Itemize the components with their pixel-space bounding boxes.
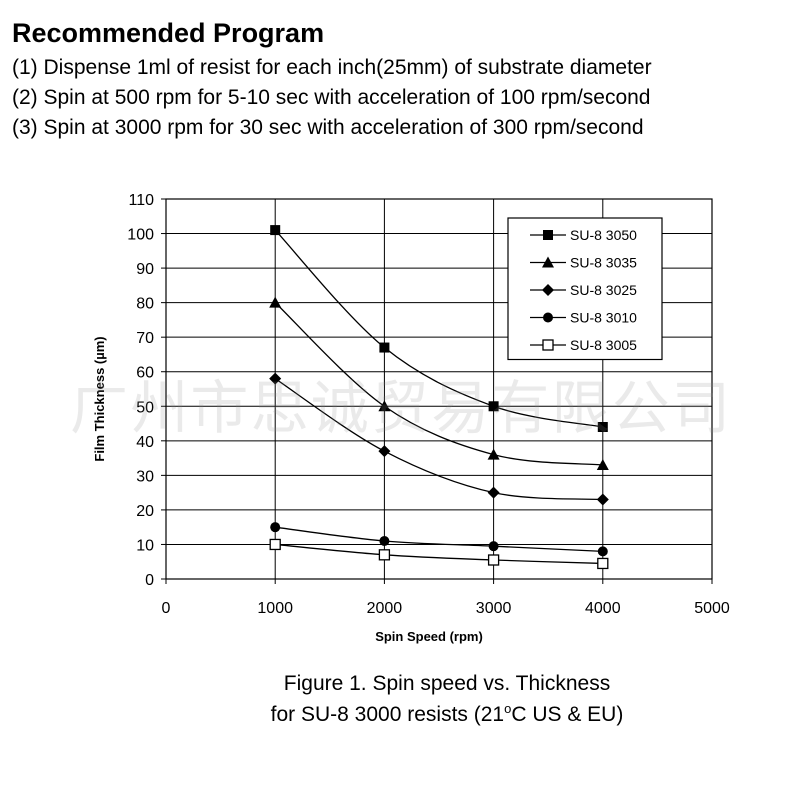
y-tick-label: 50 <box>136 399 154 416</box>
point <box>597 422 608 432</box>
series-line <box>274 378 603 501</box>
legend-label: SU-8 3010 <box>570 310 637 326</box>
x-tick-label: 5000 <box>694 600 730 617</box>
point <box>597 557 609 570</box>
point <box>378 400 391 412</box>
legend-label: SU-8 3005 <box>570 337 637 353</box>
y-tick-label: 100 <box>127 227 154 244</box>
y-axis-title: Film Thickness (µm) <box>92 336 107 461</box>
caption: Figure 1. Spin speed vs. Thickness <box>284 672 610 695</box>
legend-marker <box>542 339 554 351</box>
y-tick-label: 60 <box>136 365 154 382</box>
title: Recommended Program <box>12 18 324 48</box>
point <box>487 554 500 566</box>
y-tick-label: 0 <box>145 572 154 589</box>
y-tick-label: 110 <box>128 192 154 209</box>
series-line <box>274 302 603 466</box>
x-tick-label: 3000 <box>476 600 512 617</box>
y-tick-label: 40 <box>136 434 154 451</box>
series-line <box>274 229 603 428</box>
series-line <box>275 543 603 565</box>
point <box>379 342 390 353</box>
series-line <box>275 526 603 553</box>
y-tick-label: 70 <box>136 330 154 347</box>
point <box>270 225 281 236</box>
point <box>378 445 391 458</box>
point <box>378 549 391 561</box>
point <box>269 296 282 308</box>
step: (1) Dispense 1ml of resist for each inch… <box>12 56 652 79</box>
y-tick-label: 30 <box>136 468 154 485</box>
caption-sup: o <box>504 701 511 716</box>
watermark: 广州市思诚贸易有限公司 <box>70 376 730 441</box>
point <box>487 486 500 499</box>
legend-marker <box>542 284 554 296</box>
y-tick-label: 20 <box>136 503 154 520</box>
point <box>379 536 390 546</box>
chart: 0 10 20 30 40 50 60 70 80 90 100 110 0 1000 2000 3000 40… <box>92 192 730 644</box>
legend-label: SU-8 3025 <box>570 282 637 298</box>
plot-frame <box>165 198 713 580</box>
legend-marker <box>542 256 554 268</box>
step: (2) Spin at 500 rpm for 5-10 sec with ac… <box>12 86 651 109</box>
point <box>597 546 608 557</box>
point <box>269 372 282 385</box>
y-tick-label: 10 <box>136 537 154 554</box>
x-tick-label: 0 <box>162 600 171 617</box>
point <box>270 522 281 533</box>
legend: SU-8 3050 SU-8 3035 SU-8 3025 SU-8 3010 SU-8… <box>507 217 663 361</box>
y-tick-label: 80 <box>136 296 154 313</box>
x-tick-label: 1000 <box>257 600 293 617</box>
point <box>269 538 281 551</box>
x-axis-title: Spin Speed (rpm) <box>375 629 483 644</box>
x-tick-label: 4000 <box>585 600 621 617</box>
point <box>487 448 500 460</box>
legend-box <box>507 217 663 361</box>
legend-label: SU-8 3035 <box>570 255 637 271</box>
point <box>488 541 499 552</box>
caption-part: C US & EU) <box>511 703 623 726</box>
legend-marker <box>543 230 553 240</box>
caption: for SU-8 3000 resists (21oC US & EU) <box>271 701 624 726</box>
point <box>488 401 499 412</box>
y-tick-label: 90 <box>136 261 154 278</box>
legend-marker <box>543 312 553 323</box>
caption-part: for SU-8 3000 resists (21 <box>271 703 504 726</box>
x-tick-label: 2000 <box>367 600 403 617</box>
point <box>596 459 609 470</box>
legend-label: SU-8 3050 <box>570 227 637 243</box>
step: (3) Spin at 3000 rpm for 30 sec with acc… <box>12 116 644 139</box>
point <box>596 493 609 506</box>
